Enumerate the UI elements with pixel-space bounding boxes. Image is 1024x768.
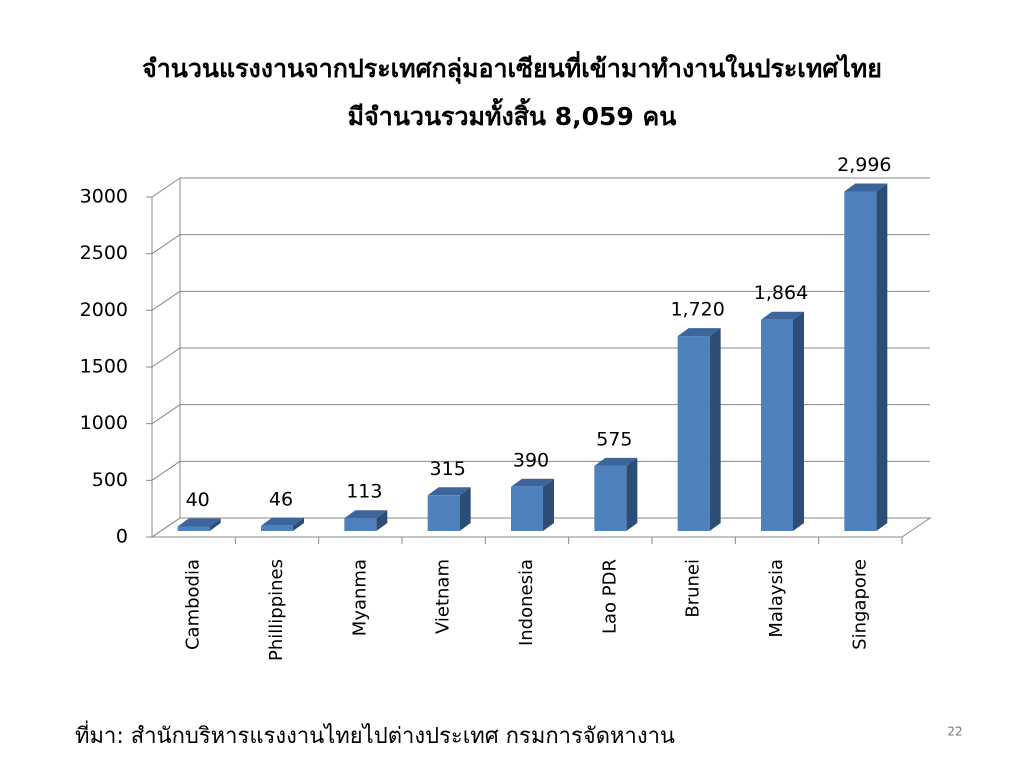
bar-top	[427, 487, 471, 496]
grid-line-side	[151, 347, 181, 368]
value-label: 315	[430, 458, 466, 480]
slide-number: 22	[947, 725, 962, 739]
y-tick-label: 2000	[80, 299, 128, 321]
bar-top	[761, 311, 804, 320]
bar	[511, 486, 543, 531]
bar	[427, 495, 460, 531]
x-tick-label: Cambodia	[183, 559, 204, 650]
value-label: 1,720	[670, 299, 724, 321]
chart-title: จำนวนแรงงานจากประเทศกลุ่มอาเซียนที่เข้าม…	[142, 51, 882, 85]
x-tick-label: Indonesia	[516, 559, 537, 646]
x-tick-label: Vietnam	[433, 559, 454, 634]
bar-top	[344, 510, 388, 519]
bar-side	[709, 328, 721, 531]
chart-subtitle: มีจำนวนรวมทั้งสิ้น 8,059 คน	[348, 97, 677, 131]
y-tick-label: 2500	[80, 242, 128, 264]
grid-line-side	[151, 234, 181, 255]
x-tick-label: Myanma	[349, 559, 370, 636]
bar-top	[844, 183, 888, 192]
y-tick-label: 0	[116, 526, 128, 548]
x-tick-label: Phillippines	[266, 559, 287, 661]
y-tick-label: 500	[92, 469, 128, 491]
x-tick-label: Lao PDR	[599, 559, 620, 634]
value-label: 2,996	[837, 154, 891, 176]
bar-top	[511, 478, 554, 487]
grid-line-side	[151, 177, 181, 198]
x-tick-label: Brunei	[683, 559, 704, 618]
bar-side	[293, 517, 304, 531]
bar-top	[177, 518, 221, 527]
bar-top	[261, 517, 304, 526]
value-label: 390	[513, 449, 549, 471]
value-label: 46	[269, 488, 293, 510]
bar-side	[876, 183, 888, 531]
bar	[844, 191, 877, 531]
grid-line-side	[151, 517, 181, 538]
value-label: 575	[596, 428, 632, 450]
bar-side	[209, 518, 221, 531]
bar-top	[677, 328, 721, 337]
bar	[677, 336, 710, 531]
y-tick-label: 1000	[80, 412, 128, 434]
bar-side	[376, 510, 388, 531]
bar-side	[543, 478, 554, 531]
x-tick-label: Singapore	[849, 559, 870, 650]
bar	[344, 518, 377, 531]
bar	[177, 526, 210, 531]
value-label: 1,864	[754, 282, 808, 304]
bar	[594, 465, 627, 531]
value-label: 113	[346, 481, 382, 503]
grid-line-side	[151, 404, 181, 425]
value-label: 40	[186, 489, 210, 511]
y-tick-label: 1500	[80, 356, 128, 378]
bar	[761, 319, 793, 531]
bar-side	[459, 487, 471, 531]
bar-side	[793, 311, 804, 531]
y-tick-label: 3000	[80, 186, 128, 208]
x-tick-label: Malaysia	[766, 559, 787, 638]
source-note: ที่มา: สำนักบริหารแรงงานไทยไปต่างประเทศ …	[75, 720, 675, 749]
grid-line-side	[151, 290, 181, 311]
grid-line-side	[151, 460, 181, 481]
bar-side	[626, 457, 638, 531]
bar-top	[594, 457, 638, 466]
bar	[261, 525, 293, 531]
